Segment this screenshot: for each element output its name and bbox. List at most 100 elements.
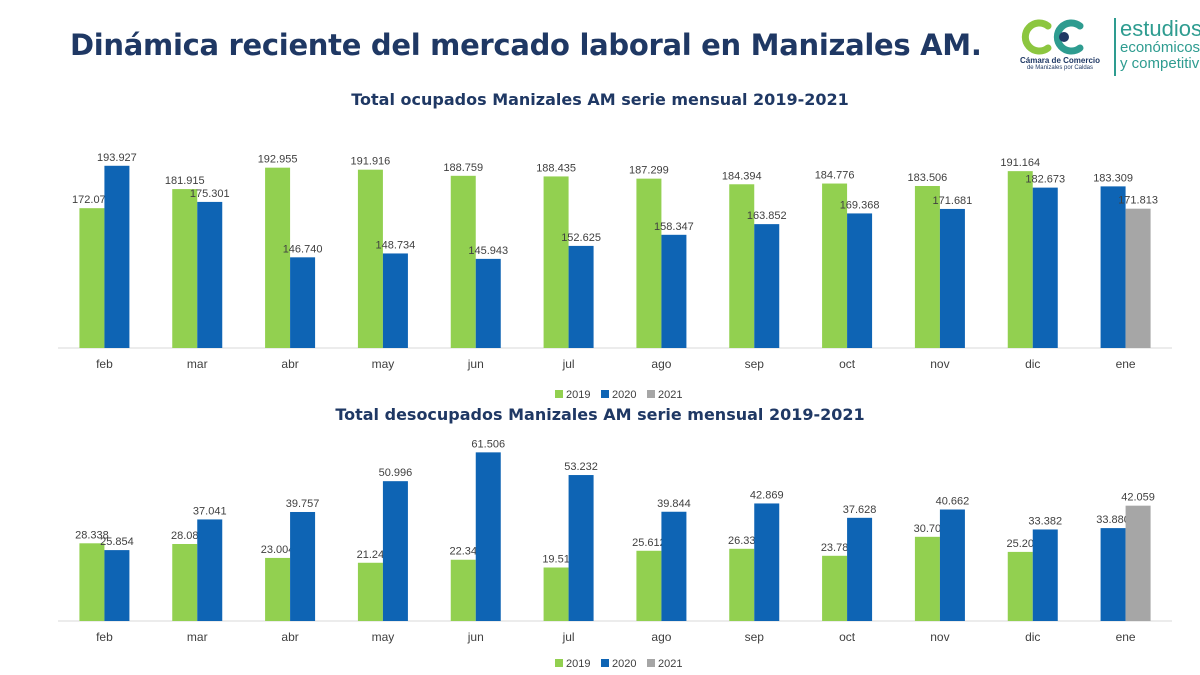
bar-2020-dic [1032, 529, 1058, 621]
data-label-2020-nov: 171.681 [933, 195, 973, 207]
data-label-2020-nov: 40.662 [936, 496, 970, 508]
legend-label-2019: 2019 [566, 658, 590, 670]
bar-2019-mar [172, 544, 198, 621]
data-label-2020-jun: 145.943 [468, 245, 508, 257]
category-label-jun: jun [467, 630, 484, 644]
data-label-2020-sep: 163.852 [747, 210, 787, 222]
data-label-2020-jul: 152.625 [561, 232, 601, 244]
legend-swatch-2020 [601, 659, 609, 667]
data-label-2020-oct: 37.628 [843, 504, 877, 516]
logo-divider [1114, 18, 1116, 76]
category-label-mar: mar [187, 630, 208, 644]
bar-2019-oct [822, 555, 848, 621]
data-label-2020-oct: 169.368 [840, 199, 880, 211]
data-label-2019-jun: 22.34 [449, 546, 477, 558]
category-label-sep: sep [745, 630, 765, 644]
data-label-2020-jul: 53.232 [564, 461, 598, 473]
bar-2019-may [357, 169, 383, 348]
bar-2019-dic [1007, 551, 1033, 621]
category-label-jul: jul [562, 357, 575, 371]
category-label-oct: oct [839, 357, 856, 371]
page-title: Dinámica reciente del mercado laboral en… [70, 28, 982, 62]
category-label-abr: abr [281, 630, 298, 644]
logo-brand-text: estudios económicos y competitiv [1120, 18, 1200, 72]
category-label-ene: ene [1116, 357, 1136, 371]
bar-2020-ene [1100, 186, 1126, 348]
data-label-2019-ago: 187.299 [629, 165, 669, 177]
chart-title-ocupados: Total ocupados Manizales AM serie mensua… [351, 90, 849, 109]
data-label-2019-sep: 184.394 [722, 170, 762, 182]
data-label-2019-abr: 23.004 [261, 544, 295, 556]
data-label-2020-mar: 37.041 [193, 505, 227, 517]
data-label-2019-mar: 181.915 [165, 175, 205, 187]
data-label-2019-jul: 188.435 [536, 162, 576, 174]
data-label-2019-sep: 26.33 [728, 535, 756, 547]
bar-2020-nov [939, 509, 965, 621]
bar-2020-nov [939, 208, 965, 348]
bar-2019-jul [543, 176, 569, 348]
legend-swatch-2019 [555, 390, 563, 398]
logo-org-subtitle: de Manizales por Caldas [1026, 65, 1094, 71]
category-label-nov: nov [930, 630, 949, 644]
data-label-2020-feb: 25.854 [100, 536, 134, 548]
chart-title-desocupados: Total desocupados Manizales AM serie men… [335, 405, 865, 424]
bar-2020-jun [475, 452, 501, 621]
bar-2020-feb [104, 165, 130, 348]
bar-2020-jun [475, 258, 501, 348]
data-label-2019-feb: 172.072 [72, 194, 112, 206]
category-label-may: may [372, 630, 395, 644]
logo-text-line-2: económicos [1120, 39, 1200, 56]
legend-swatch-2021 [647, 390, 655, 398]
bar-2019-jun [450, 175, 476, 348]
bar-2019-ago [636, 178, 662, 348]
logo-text-line-1: estudios [1120, 16, 1200, 41]
category-label-feb: feb [96, 357, 113, 371]
bar-2019-feb [79, 543, 105, 621]
data-label-2019-nov: 30.70 [914, 523, 942, 535]
bar-2020-may [382, 253, 408, 348]
bar-2019-ago [636, 550, 662, 621]
legend-swatch-2021 [647, 659, 655, 667]
category-label-ene: ene [1116, 630, 1136, 644]
data-label-2020-jun: 61.506 [471, 438, 505, 450]
bar-2020-abr [290, 257, 316, 348]
data-label-2020-may: 148.734 [376, 239, 416, 251]
category-label-feb: feb [96, 630, 113, 644]
bar-2020-ago [661, 234, 687, 348]
bar-2020-abr [290, 511, 316, 621]
bar-2019-may [357, 562, 383, 621]
bar-2019-nov [914, 185, 940, 348]
category-label-mar: mar [187, 357, 208, 371]
category-label-oct: oct [839, 630, 856, 644]
legend-label-2020: 2020 [612, 389, 636, 401]
data-label-2021-ene: 42.059 [1121, 492, 1155, 504]
legend-swatch-2019 [555, 659, 563, 667]
logo-org-name: Cámara de Comercio [1019, 56, 1101, 65]
bar-2020-dic [1032, 187, 1058, 348]
data-label-2020-ago: 158.347 [654, 221, 694, 233]
category-label-dic: dic [1025, 357, 1040, 371]
bar-2020-ago [661, 511, 687, 621]
category-label-abr: abr [281, 357, 298, 371]
logo: Cámara de Comercio de Manizales por Cald… [1012, 18, 1200, 80]
bar-2021-ene [1125, 505, 1151, 621]
data-label-2019-ago: 25.612 [632, 537, 666, 549]
legend-swatch-2020 [601, 390, 609, 398]
data-label-2019-nov: 183.506 [908, 172, 948, 184]
category-label-sep: sep [745, 357, 765, 371]
data-label-2020-ago: 39.844 [657, 498, 691, 510]
bar-2020-feb [104, 550, 130, 621]
data-label-2019-may: 21.24 [357, 549, 385, 561]
data-label-2020-ene: 33.880 [1096, 514, 1130, 526]
bar-2021-ene [1125, 208, 1151, 348]
bar-2020-mar [197, 201, 223, 348]
bar-2019-abr [265, 167, 291, 348]
data-label-2020-mar: 175.301 [190, 188, 230, 200]
data-label-2019-oct: 184.776 [815, 170, 855, 182]
bar-2020-oct [847, 517, 873, 621]
bar-2019-sep [729, 184, 755, 348]
bar-2019-sep [729, 548, 755, 621]
legend-label-2020: 2020 [612, 658, 636, 670]
